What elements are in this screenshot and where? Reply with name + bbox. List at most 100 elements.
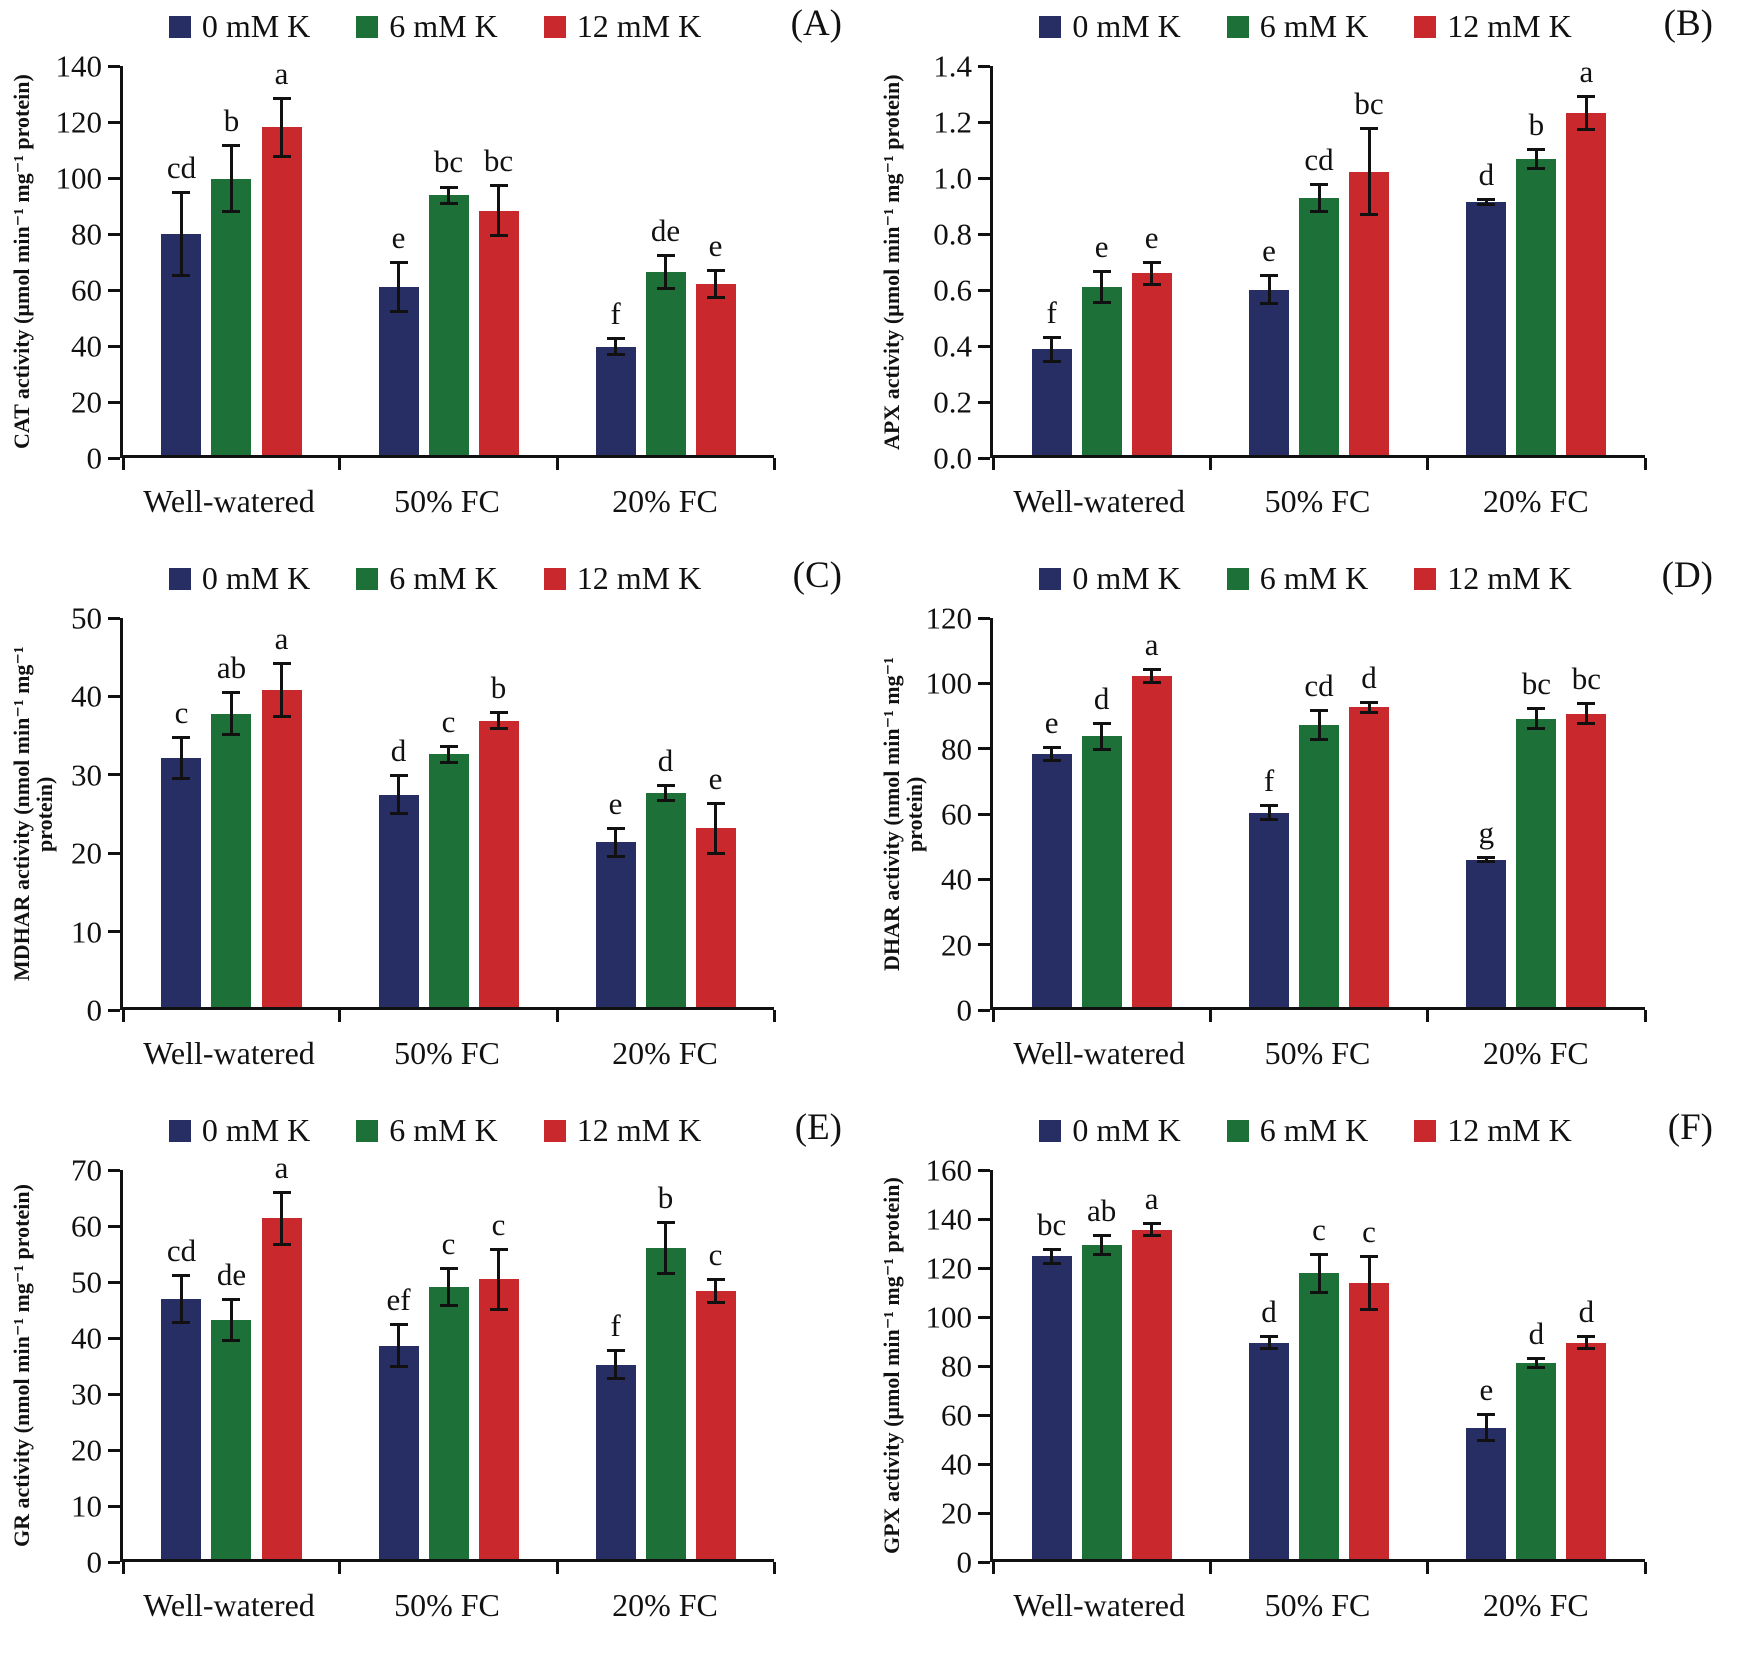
- error-bar: [439, 744, 458, 764]
- error-bar: [1527, 147, 1546, 171]
- y-tick-mark: [978, 1511, 990, 1515]
- error-bar: [1527, 707, 1546, 730]
- error-bar-cap: [1310, 708, 1328, 712]
- error-bar-cap: [1477, 198, 1496, 201]
- bar: [645, 1247, 686, 1559]
- error-bar-cap: [1142, 668, 1161, 672]
- x-tick-mark: [1208, 1010, 1212, 1022]
- error-bar-cap: [656, 1272, 675, 1276]
- error-bar-cap: [1310, 182, 1328, 186]
- error-bar-cap: [1260, 1335, 1278, 1339]
- significance-letter: d: [1093, 680, 1110, 716]
- error-bar-cap: [1577, 128, 1596, 132]
- legend-item: 6 mM K: [1226, 1112, 1368, 1149]
- y-axis: 0.0 0.2 0.4 0.6 0.8 1.0 1.2 1.4: [922, 51, 990, 474]
- y-tick-label: 20: [71, 384, 102, 420]
- x-category-label: 20% FC: [1482, 1035, 1589, 1071]
- bar: [428, 754, 469, 1007]
- y-tick-mark: [978, 344, 990, 348]
- error-bar-cap: [1092, 1253, 1111, 1257]
- x-tick-mark: [1208, 458, 1212, 470]
- bar: [261, 689, 302, 1007]
- error-bar: [1310, 182, 1328, 214]
- error-bar-cap: [172, 1320, 191, 1324]
- x-tick-mark: [338, 1562, 342, 1574]
- y-tick-mark: [108, 344, 120, 348]
- error-bar: [1092, 270, 1111, 304]
- error-bar-cap: [1260, 274, 1278, 278]
- y-tick-label: 140: [55, 48, 103, 84]
- legend-swatch: [543, 567, 566, 590]
- x-axis-labels: Well-watered 50% FC 20% FC: [120, 1035, 774, 1072]
- significance-letter: cd: [1304, 667, 1334, 703]
- x-tick-mark: [121, 458, 125, 470]
- y-tick-mark: [978, 681, 990, 685]
- y-tick-mark: [108, 1336, 120, 1340]
- y-tick-mark: [978, 176, 990, 180]
- bar: [595, 1364, 636, 1559]
- error-bar: [1092, 1234, 1111, 1257]
- significance-letter: a: [274, 620, 289, 656]
- y-tick-label: 0.6: [933, 272, 972, 308]
- error-bar-cap: [1042, 1261, 1061, 1265]
- bar: [378, 286, 419, 455]
- significance-letter: e: [1044, 705, 1059, 741]
- x-axis-labels: Well-watered 50% FC 20% FC: [990, 1035, 1645, 1072]
- legend-item: 0 mM K: [1039, 560, 1181, 597]
- bar: [1566, 713, 1607, 1007]
- significance-letter: bc: [433, 144, 464, 180]
- x-tick-mark: [555, 1562, 559, 1574]
- error-bar: [606, 336, 625, 357]
- error-bar-cap: [389, 1323, 408, 1327]
- error-bar: [606, 1348, 625, 1381]
- error-bar-cap: [656, 799, 675, 803]
- y-tick-mark: [978, 943, 990, 947]
- bar: [261, 127, 302, 455]
- y-tick-mark: [108, 1008, 120, 1012]
- y-tick-mark: [108, 773, 120, 777]
- error-bar-cap: [1092, 270, 1111, 274]
- error-bar: [1260, 1335, 1278, 1350]
- error-bar: [1092, 721, 1111, 751]
- error-bar: [1142, 1222, 1161, 1237]
- significance-letter: d: [657, 742, 674, 778]
- legend-swatch: [1414, 1119, 1437, 1142]
- error-bar-cap: [272, 96, 291, 100]
- x-category-label: 20% FC: [612, 1587, 718, 1623]
- x-tick-mark: [772, 1010, 776, 1022]
- legend: 0 mM K 6 mM K 12 mM K: [70, 1112, 800, 1149]
- x-tick-mark: [1643, 1562, 1647, 1574]
- error-bar: [656, 253, 675, 290]
- y-tick-label: 30: [71, 1376, 102, 1412]
- error-bar-cap: [1042, 1247, 1061, 1251]
- error-bar-cap: [1360, 710, 1378, 714]
- significance-letter: a: [274, 55, 289, 91]
- legend-swatch: [543, 1119, 566, 1142]
- legend-swatch: [168, 15, 191, 38]
- bar: [1031, 754, 1072, 1007]
- y-axis: 0 20 40 60 80 100 120: [922, 603, 990, 1026]
- legend-label: 6 mM K: [389, 560, 498, 596]
- legend: 0 mM K 6 mM K 12 mM K: [70, 8, 800, 45]
- bar: [261, 1218, 302, 1559]
- error-bar-cap: [1360, 1308, 1378, 1312]
- error-bar-cap: [656, 1220, 675, 1224]
- panel-letter: (A): [790, 3, 842, 44]
- y-tick-mark: [108, 851, 120, 855]
- y-tick-label: 50: [71, 1264, 102, 1300]
- significance-letter: g: [1478, 815, 1495, 851]
- y-tick-mark: [108, 1280, 120, 1284]
- legend-label: 0 mM K: [201, 560, 311, 596]
- error-bar-cap: [222, 1339, 241, 1343]
- bar: [1131, 676, 1172, 1007]
- panel-letter: (C): [792, 555, 842, 596]
- error-bar-cap: [1092, 1234, 1111, 1238]
- error-bar-cap: [439, 185, 458, 189]
- legend-label: 0 mM K: [1072, 8, 1181, 44]
- error-bar-cap: [606, 353, 625, 357]
- error-bar-cap: [706, 296, 725, 300]
- error-bar-cap: [656, 286, 675, 290]
- error-bar-cap: [1360, 213, 1378, 217]
- bar: [1566, 1342, 1607, 1559]
- error-bar-cap: [172, 191, 191, 195]
